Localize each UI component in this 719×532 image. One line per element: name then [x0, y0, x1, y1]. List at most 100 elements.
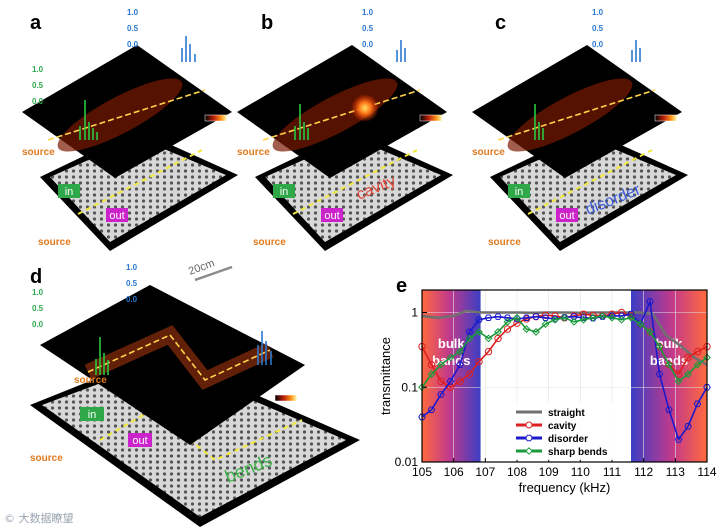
data-point — [684, 423, 692, 430]
data-point — [456, 377, 464, 386]
panel-letter-b: b — [261, 12, 274, 34]
data-point — [427, 361, 436, 369]
amp-tick-1: 1.0 — [126, 263, 138, 272]
panel-d-figure: in out bends source source 20cm 1.0 0.5 … — [30, 257, 360, 527]
amp-tick-05: 0.5 — [362, 24, 374, 33]
bulk-band-region — [631, 290, 707, 462]
source-label-top: source — [472, 147, 505, 158]
panel-letter-a: a — [30, 12, 42, 34]
chart-series-group — [418, 298, 711, 443]
sample-plate — [265, 138, 441, 242]
data-point — [608, 313, 616, 322]
data-point — [513, 319, 521, 327]
amp-tick-1: 1.0 — [362, 8, 374, 17]
tag-in: in — [515, 186, 524, 198]
x-tick-label: 112 — [634, 465, 653, 479]
tag-in-box — [58, 184, 80, 198]
legend-label: disorder — [548, 434, 588, 445]
data-point — [532, 313, 540, 320]
data-point — [532, 328, 540, 336]
amplitude-right-spikes — [181, 36, 196, 62]
data-point — [598, 312, 607, 320]
data-point — [570, 313, 578, 320]
amp-tick-0: 0.0 — [32, 97, 44, 106]
data-point — [674, 436, 683, 443]
chart-legend: straight cavity disorder sharp bends — [510, 402, 622, 460]
x-tick-label: 105 — [412, 465, 432, 479]
panel-letter-d: d — [30, 266, 43, 288]
amp-tick-05: 0.5 — [592, 24, 604, 33]
amp-tick-1: 1.0 — [32, 65, 44, 74]
chart-ticks: 105 106 107 108 109 110 111 112 113 114 0.01 0.1 1 — [395, 306, 717, 479]
data-point — [456, 347, 464, 356]
tag-in: in — [88, 409, 97, 421]
data-point — [684, 353, 692, 362]
data-point — [465, 370, 474, 378]
field-path — [47, 89, 206, 141]
legend-label: cavity — [548, 421, 577, 432]
panel-b-figure: in out cavity source source 1.0 0.5 0.0 — [237, 8, 453, 251]
data-point — [522, 314, 531, 322]
amplitude-right-spikes — [631, 40, 641, 62]
amp-tick-0: 0.0 — [362, 40, 374, 49]
panel-a-figure: in out source source 1.0 0.5 0.0 1.0 0.5… — [22, 8, 238, 251]
source-label-top: source — [22, 147, 55, 158]
data-point — [627, 313, 635, 322]
colorbar — [274, 394, 298, 402]
data-point — [513, 313, 521, 322]
panel-c-figure: in out disorder source source 1.0 0.5 0.… — [472, 8, 688, 251]
x-tick-label: 113 — [666, 465, 685, 479]
amp-tick-0: 0.0 — [126, 295, 138, 304]
data-point — [617, 315, 626, 324]
data-point — [570, 317, 578, 326]
x-axis-label: frequency (kHz) — [519, 480, 611, 495]
cavity-hotspot — [351, 94, 379, 122]
panel-letter-e: e — [396, 275, 408, 297]
y-tick-label: 0.01 — [395, 455, 419, 469]
bulk-band-label: bands — [650, 353, 688, 368]
data-point — [446, 353, 455, 362]
colorbar — [419, 114, 443, 122]
field-path — [262, 89, 421, 141]
amp-tick-05: 0.5 — [126, 279, 138, 288]
x-tick-label: 106 — [444, 465, 464, 479]
x-tick-label: 107 — [475, 465, 495, 479]
x-tick-label: 110 — [571, 465, 590, 479]
data-point — [503, 325, 512, 333]
amp-tick-05: 0.5 — [32, 81, 44, 90]
data-point — [494, 328, 502, 336]
data-point — [503, 317, 512, 326]
data-point — [446, 378, 455, 385]
x-tick-label: 109 — [539, 465, 559, 479]
data-point — [437, 391, 445, 398]
data-point — [646, 328, 654, 336]
legend-label: sharp bends — [548, 447, 608, 458]
source-label-top: source — [237, 147, 270, 158]
data-point — [665, 406, 673, 414]
x-tick-label: 114 — [697, 465, 716, 479]
data-point — [693, 400, 702, 408]
legend-label: straight — [548, 408, 585, 419]
data-point — [465, 328, 474, 336]
series-line — [421, 315, 708, 388]
tag-out-box — [106, 208, 128, 222]
chart-frame — [421, 289, 708, 463]
tag-out-box — [128, 433, 152, 447]
data-point — [560, 313, 569, 322]
data-point — [551, 315, 559, 324]
legend-marker — [525, 434, 533, 442]
source-label-top: source — [74, 375, 107, 386]
data-point — [541, 320, 550, 328]
data-point — [627, 310, 635, 318]
field-path — [87, 334, 271, 381]
amp-tick-1: 1.0 — [592, 8, 604, 17]
data-point — [646, 298, 654, 305]
panel-letter-c: c — [495, 12, 507, 34]
source-label-bottom: source — [38, 237, 71, 248]
tag-in: in — [280, 186, 289, 198]
data-point — [418, 413, 426, 421]
amplitude-right-spikes — [396, 40, 406, 62]
data-point — [703, 383, 711, 391]
field-map — [40, 285, 305, 445]
bulk-band-label: bulk — [438, 336, 465, 351]
